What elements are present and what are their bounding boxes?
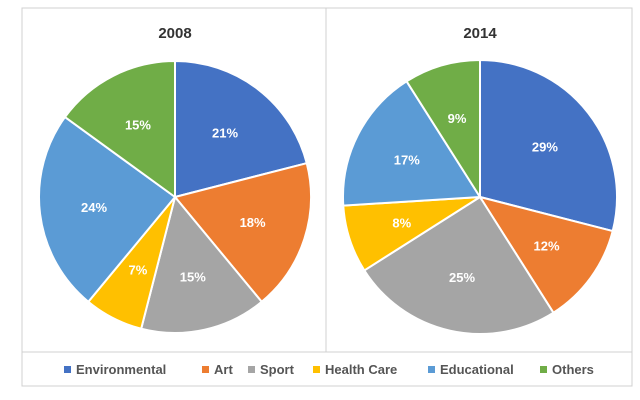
slice-sport bbox=[362, 195, 555, 335]
legend-swatch bbox=[248, 366, 255, 373]
slice-environmental bbox=[174, 59, 308, 199]
slice-educational bbox=[38, 115, 177, 304]
legend-item-educational: Educational bbox=[428, 362, 514, 377]
legend-item-others: Others bbox=[540, 362, 594, 377]
data-label: 29% bbox=[532, 140, 558, 155]
legend: Environmental Art Sport Health Care Educatio… bbox=[64, 362, 594, 377]
legend-swatch bbox=[540, 366, 547, 373]
slice-environmental bbox=[479, 58, 618, 233]
data-label: 12% bbox=[533, 238, 559, 253]
data-label: 18% bbox=[240, 215, 266, 230]
legend-label: Educational bbox=[440, 362, 514, 377]
slice-art bbox=[477, 195, 614, 315]
data-label: 15% bbox=[180, 270, 206, 285]
slice-art bbox=[173, 161, 312, 304]
chart-title-2014: 2014 bbox=[463, 25, 497, 42]
data-label: 17% bbox=[394, 153, 420, 168]
legend-swatch bbox=[428, 366, 435, 373]
legend-label: Art bbox=[214, 362, 233, 377]
slice-sport bbox=[139, 194, 264, 334]
chart-title-2008: 2008 bbox=[158, 25, 191, 42]
legend-label: Others bbox=[552, 362, 594, 377]
data-label: 9% bbox=[448, 111, 467, 126]
legend-label: Health Care bbox=[325, 362, 397, 377]
slice-others bbox=[405, 58, 481, 201]
pie-2014: 29% 12% 25% 8% 17% 9% bbox=[342, 58, 618, 335]
slice-others bbox=[63, 59, 176, 199]
legend-item-sport: Sport bbox=[248, 362, 295, 377]
data-label: 7% bbox=[129, 263, 148, 278]
data-label: 25% bbox=[449, 270, 475, 285]
legend-label: Environmental bbox=[76, 362, 166, 377]
legend-label: Sport bbox=[260, 362, 295, 377]
legend-swatch bbox=[313, 366, 320, 373]
slice-educational bbox=[342, 79, 482, 207]
data-label: 24% bbox=[81, 200, 107, 215]
data-label: 15% bbox=[125, 117, 151, 132]
legend-item-environmental: Environmental bbox=[64, 362, 166, 377]
data-label: 8% bbox=[392, 215, 411, 230]
pie-2008: 21% 18% 15% 7% 24% 15% bbox=[38, 59, 312, 334]
legend-item-health-care: Health Care bbox=[313, 362, 397, 377]
legend-swatch bbox=[64, 366, 71, 373]
legend-swatch bbox=[202, 366, 209, 373]
legend-item-art: Art bbox=[202, 362, 233, 377]
data-label: 21% bbox=[212, 126, 238, 141]
